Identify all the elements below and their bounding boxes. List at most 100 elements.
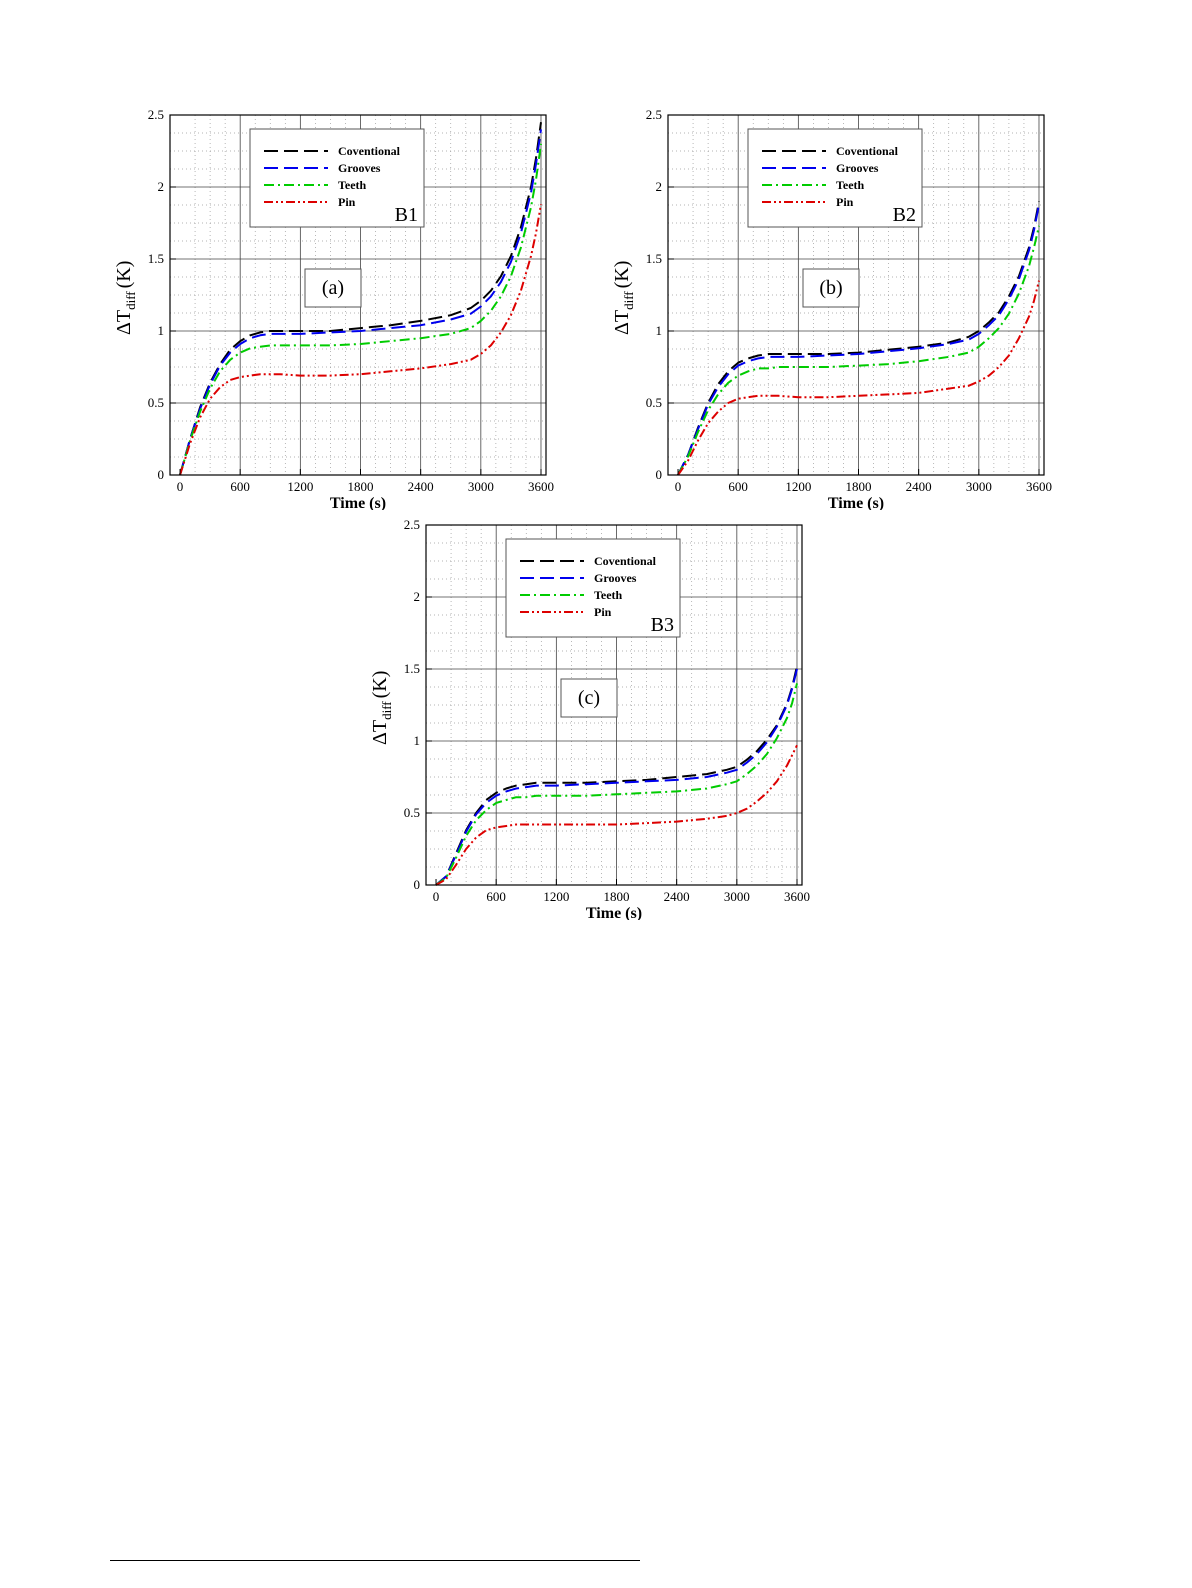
y-axis-label-unit: (K) [611,261,633,289]
series-line-teeth [179,143,542,476]
case-label: B1 [395,204,418,226]
legend: Coventional Grooves Teeth Pin B3 [505,538,681,638]
legend-box [249,128,425,228]
y-axis-label-unit: (K) [369,671,391,699]
series-line-teeth [677,225,1040,476]
x-tick-label: 1200 [785,479,811,494]
y-tick-label: 1.5 [404,661,420,676]
y-axis-label-sub: diff [123,291,138,310]
x-tick-label: 1800 [846,479,872,494]
y-tick-label: 0 [414,877,421,892]
case-label: B3 [651,614,674,636]
panel-label-box [304,268,362,308]
x-tick-label: 0 [675,479,682,494]
y-tick-label: 2 [414,589,421,604]
panel-label: (a) [322,277,344,299]
y-tick-label: 0.5 [404,805,420,820]
y-axis-label-sub: diff [621,291,636,310]
y-axis-label: ΔTdiff (K) [369,671,394,745]
x-tick-label: 3000 [966,479,992,494]
y-tick-label: 0 [656,467,663,482]
x-tick-label: 1800 [604,889,630,904]
y-tick-label: 1 [414,733,421,748]
x-tick-label: 600 [728,479,748,494]
x-tick-label: 3600 [1026,479,1052,494]
chart-panel-c: 0 600 1200 1800 2400 3000 3600 0 0.5 1 1.5 2 2.5 Time… [356,510,826,925]
y-tick-label: 1 [656,323,663,338]
x-tick-label: 3600 [528,479,554,494]
x-axis-label: Time (s) [828,495,884,510]
y-axis-label-main: ΔT [369,720,391,745]
x-axis-label: Time (s) [586,905,642,920]
legend-label: Coventional [594,554,657,568]
plot-frame [667,114,1045,476]
x-tick-label: 2400 [408,479,434,494]
x-tick-label: 600 [230,479,250,494]
legend-label: Grooves [338,161,381,175]
series-line-coventional [435,665,798,886]
x-tick-label: 0 [433,889,440,904]
plot-frame [169,114,547,476]
y-axis-label-sub: diff [379,701,394,720]
y-tick-label: 2.5 [646,107,662,122]
panel-label: (b) [819,277,842,299]
legend-label: Teeth [594,588,623,602]
legend-box [747,128,923,228]
x-tick-label: 0 [177,479,184,494]
x-tick-label: 1200 [287,479,313,494]
y-tick-label: 2.5 [404,517,420,532]
panel-label-box [560,678,618,718]
y-axis-label: ΔTdiff (K) [611,261,636,335]
panel-label-box [802,268,860,308]
series-line-pin [677,280,1040,476]
y-tick-label: 1.5 [646,251,662,266]
series-line-grooves [179,129,542,476]
legend-label: Grooves [836,161,879,175]
x-tick-label: 1200 [543,889,569,904]
x-tick-label: 3000 [724,889,750,904]
y-tick-label: 2.5 [148,107,164,122]
series-line-coventional [179,122,542,476]
y-tick-label: 0.5 [646,395,662,410]
legend-label: Grooves [594,571,637,585]
legend-label: Teeth [338,178,367,192]
x-tick-label: 1800 [348,479,374,494]
series-line-teeth [435,683,798,886]
x-tick-label: 2400 [664,889,690,904]
legend-label: Pin [338,195,356,209]
y-tick-label: 0 [158,467,165,482]
y-tick-label: 1 [158,323,165,338]
series-line-coventional [677,201,1040,476]
legend-label: Coventional [836,144,899,158]
legend-label: Pin [594,605,612,619]
y-axis-label-main: ΔT [611,310,633,335]
x-tick-label: 2400 [906,479,932,494]
chart-panel-a: 0 600 1200 1800 2400 3000 3600 0 0.5 1 1.5 2 2.5 Time… [100,100,570,515]
y-tick-label: 0.5 [148,395,164,410]
y-tick-label: 2 [656,179,663,194]
y-axis-label: ΔTdiff (K) [113,261,138,335]
chart-svg: 0 600 1200 1800 2400 3000 3600 0 0.5 1 1.5 2 2.5 Time… [611,107,1052,512]
series-line-grooves [435,668,798,886]
panel-label: (c) [578,687,600,709]
legend-label: Pin [836,195,854,209]
series-line-pin [179,204,542,476]
x-tick-label: 600 [486,889,506,904]
chart-panel-b: 0 600 1200 1800 2400 3000 3600 0 0.5 1 1.5 2 2.5 Time… [598,100,1068,515]
legend-box [505,538,681,638]
plot-frame [425,524,803,886]
chart-svg: 0 600 1200 1800 2400 3000 3600 0 0.5 1 1.5 2 2.5 Time… [113,107,554,512]
case-label: B2 [893,204,916,226]
x-tick-label: 3600 [784,889,810,904]
legend-label: Teeth [836,178,865,192]
legend-label: Coventional [338,144,401,158]
series-line-grooves [677,204,1040,476]
y-axis-label-main: ΔT [113,310,135,335]
legend: Coventional Grooves Teeth Pin B2 [747,128,923,228]
y-tick-label: 1.5 [148,251,164,266]
x-tick-label: 3000 [468,479,494,494]
legend: Coventional Grooves Teeth Pin B1 [249,128,425,228]
y-axis-label-unit: (K) [113,261,135,289]
x-axis-label: Time (s) [330,495,386,510]
footnote-rule [110,1560,640,1561]
